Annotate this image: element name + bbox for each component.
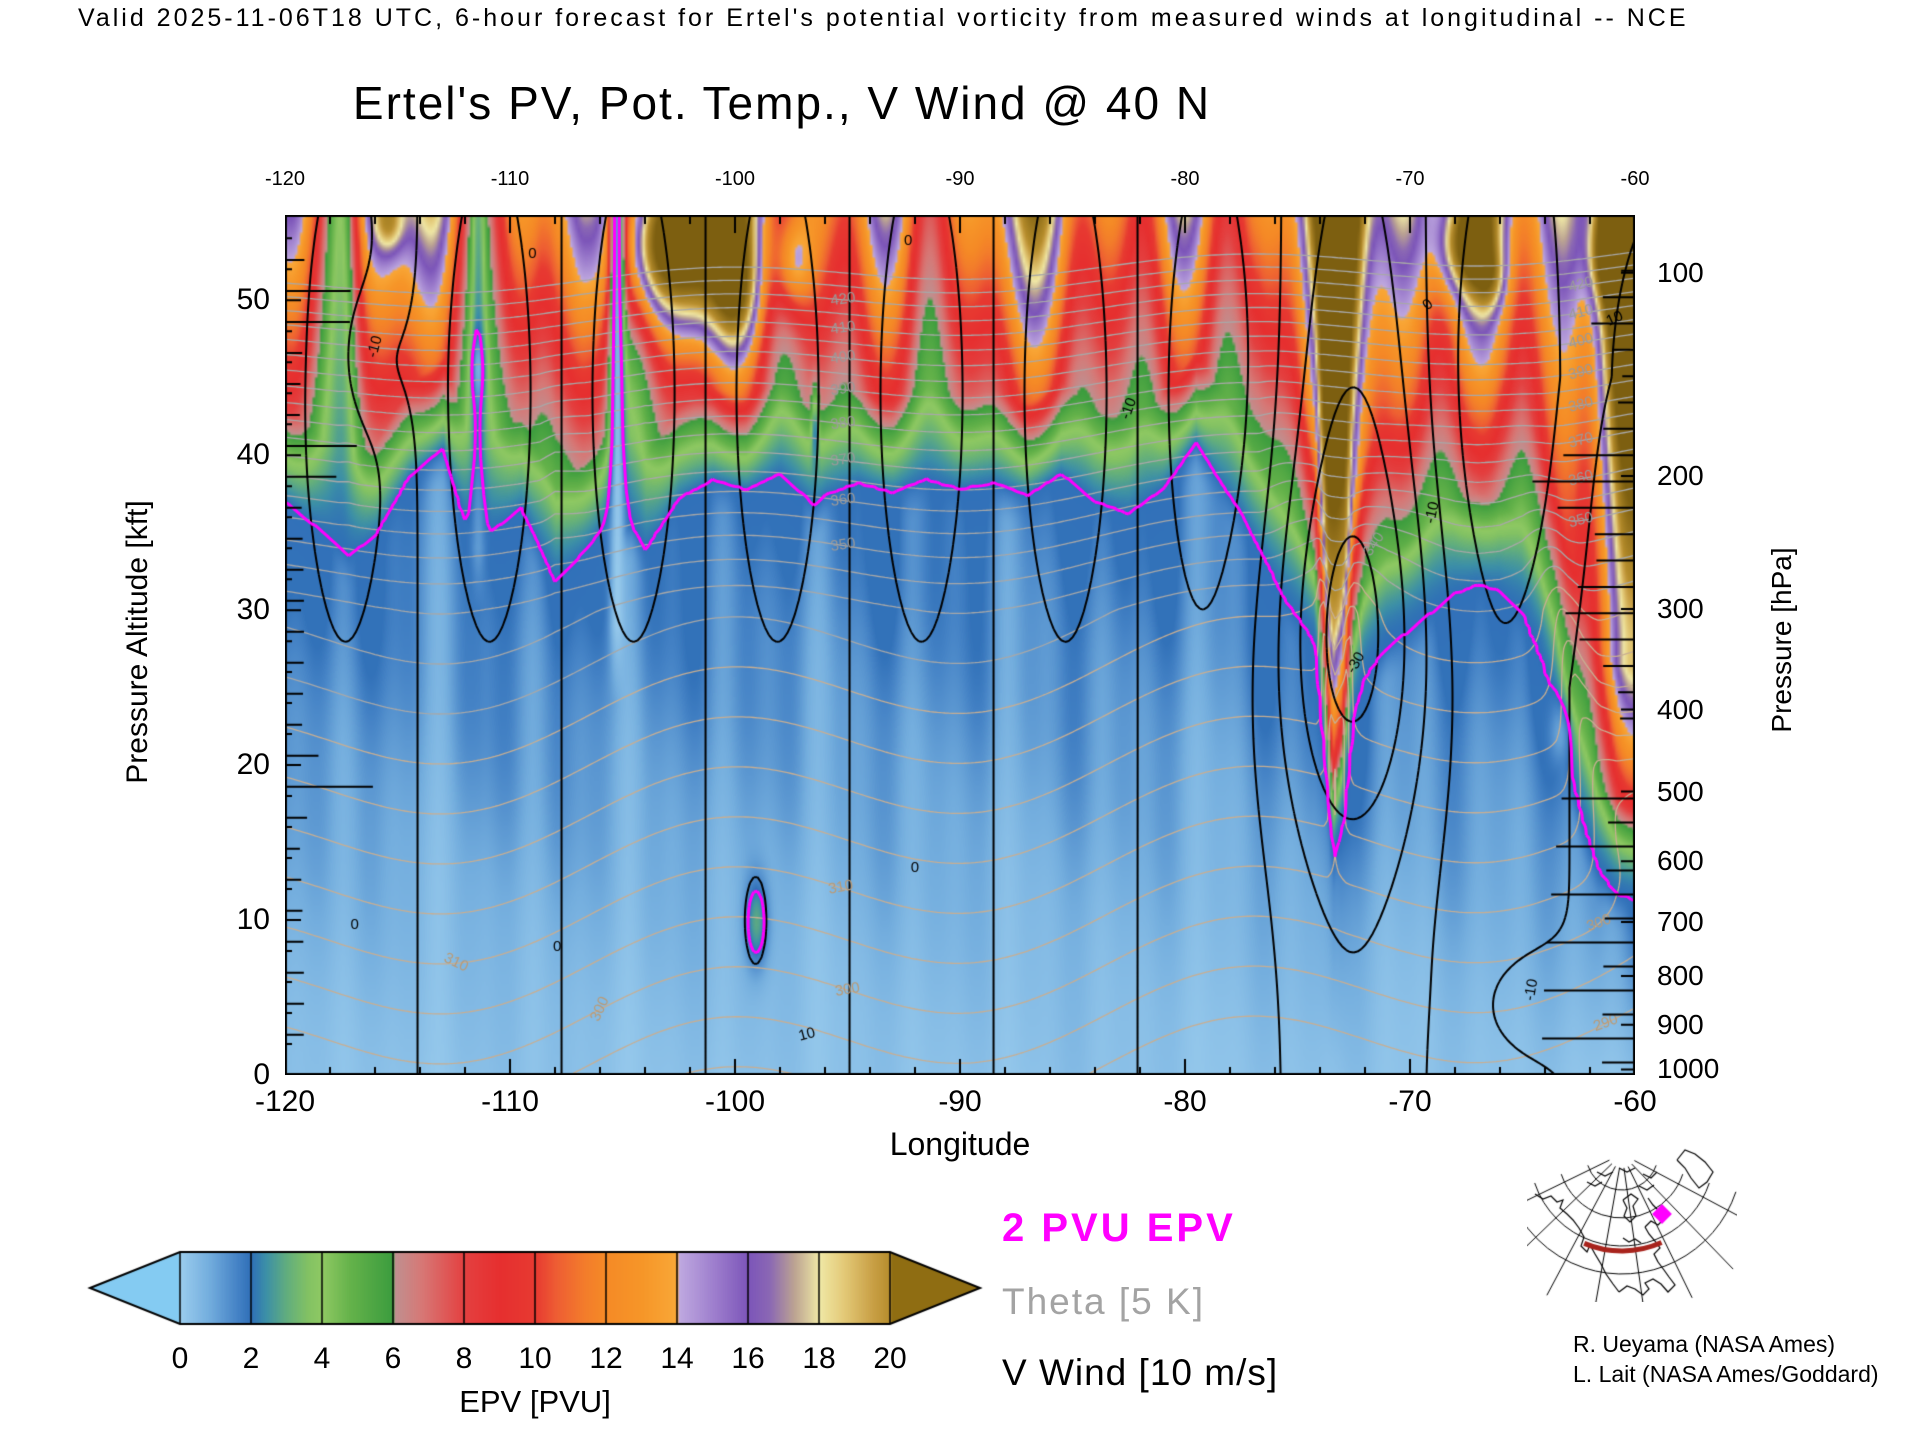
legend-theta: Theta [5 K] (1002, 1281, 1205, 1322)
legend-2pvu-epv: 2 PVU EPV (1002, 1206, 1236, 1250)
cb-tick-8: 8 (455, 1342, 473, 1375)
x-tick--70: -70 (1388, 1085, 1432, 1118)
hpa-tick-800: 800 (1657, 959, 1704, 991)
cross-section-plot (285, 215, 1635, 1075)
cb-tick-6: 6 (384, 1342, 402, 1375)
cb-tick-20: 20 (873, 1342, 907, 1375)
x-top-tick--90: -90 (945, 168, 975, 190)
kft-tick-30: 30 (236, 593, 270, 627)
y-right-axis-title: Pressure [hPa] (1766, 547, 1797, 733)
cb-tick-12: 12 (589, 1342, 623, 1375)
x-tick--80: -80 (1163, 1085, 1207, 1118)
kft-tick-50: 50 (236, 283, 270, 317)
plot-title: Ertel's PV, Pot. Temp., V Wind @ 40 N (352, 77, 1212, 129)
x-tick--120: -120 (254, 1085, 316, 1118)
x-tick--100: -100 (704, 1085, 766, 1118)
x-top-tick--80: -80 (1170, 168, 1200, 190)
x-top-tick--70: -70 (1395, 168, 1425, 190)
hpa-tick-600: 600 (1657, 845, 1704, 877)
hpa-tick-300: 300 (1657, 593, 1704, 625)
hpa-tick-700: 700 (1657, 905, 1704, 937)
credit-line-1: R. Ueyama (NASA Ames) (1573, 1331, 1836, 1357)
kft-tick-40: 40 (236, 438, 270, 472)
x-tick--110: -110 (481, 1085, 539, 1118)
inset-map (1527, 1142, 1737, 1302)
cb-tick-18: 18 (802, 1342, 836, 1375)
x-tick--90: -90 (938, 1085, 982, 1118)
x-top-tick--120: -120 (264, 168, 306, 190)
hpa-tick-200: 200 (1657, 459, 1704, 491)
cb-tick-14: 14 (660, 1342, 694, 1375)
cb-tick-16: 16 (731, 1342, 765, 1375)
x-top-tick--60: -60 (1620, 168, 1650, 190)
cb-tick-2: 2 (242, 1342, 260, 1375)
kft-tick-0: 0 (253, 1058, 270, 1091)
kft-tick-10: 10 (236, 903, 270, 937)
hpa-tick-500: 500 (1657, 775, 1704, 807)
legend-v-wind: V Wind [10 m/s] (1002, 1352, 1279, 1393)
cb-tick-10: 10 (518, 1342, 552, 1375)
cb-tick-0: 0 (171, 1342, 189, 1375)
epv-colorbar (75, 1240, 995, 1340)
hpa-tick-100: 100 (1657, 256, 1704, 288)
credit-line-2: L. Lait (NASA Ames/Goddard) (1573, 1361, 1879, 1387)
y-left-axis-title: Pressure Altitude [kft] (121, 500, 154, 784)
hpa-tick-400: 400 (1657, 693, 1704, 725)
hpa-tick-900: 900 (1657, 1008, 1704, 1040)
validity-header: Valid 2025-11-06T18 UTC, 6-hour forecast… (78, 4, 1689, 32)
x-top-tick--100: -100 (714, 168, 756, 190)
hpa-tick-1000: 1000 (1657, 1053, 1720, 1085)
x-axis-title: Longitude (889, 1126, 1031, 1162)
cb-tick-4: 4 (313, 1342, 331, 1375)
kft-tick-20: 20 (236, 748, 270, 782)
x-top-tick--110: -110 (490, 168, 530, 190)
x-tick--60: -60 (1613, 1085, 1657, 1118)
colorbar-title: EPV [PVU] (459, 1384, 611, 1419)
